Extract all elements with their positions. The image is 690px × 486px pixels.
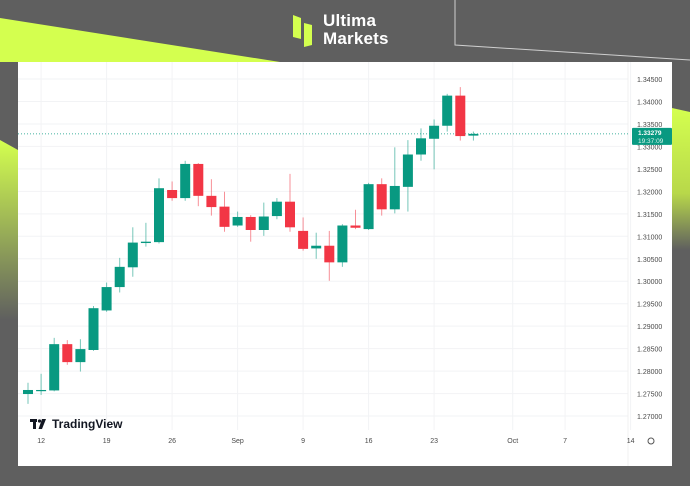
y-tick-label: 1.28500 (637, 347, 662, 354)
y-tick-label: 1.32000 (637, 189, 662, 196)
candle-body (468, 133, 479, 136)
candle-body (416, 138, 426, 155)
candle-body (402, 154, 413, 187)
candle-body (101, 287, 112, 311)
candle-body (429, 125, 440, 139)
candle-body (311, 245, 322, 249)
y-tick-label: 1.30500 (637, 257, 662, 264)
candle-body (114, 266, 125, 288)
candle-body (350, 225, 361, 228)
x-tick-label: 16 (365, 438, 373, 445)
candle-body (363, 184, 374, 230)
bar-countdown: 19:37:09 (638, 138, 664, 145)
y-tick-label: 1.31500 (637, 212, 662, 219)
y-tick-label: 1.32500 (637, 167, 662, 174)
last-price-value: 1.33279 (638, 130, 662, 137)
settings-gear-icon[interactable] (647, 437, 655, 445)
brand-line1: Ultima (323, 11, 377, 30)
candle-body (219, 206, 230, 227)
x-tick-label: 19 (103, 438, 111, 445)
candle-body (337, 225, 348, 263)
candle-body (245, 216, 256, 230)
x-tick-label: 23 (430, 438, 438, 445)
candle-body (140, 241, 151, 244)
y-tick-label: 1.27000 (637, 414, 662, 421)
last-price-badge (632, 127, 672, 145)
candle-body (75, 349, 86, 363)
candle-body (258, 216, 269, 230)
x-tick-label: Oct (507, 438, 518, 445)
tradingview-watermark: TradingView (30, 417, 122, 431)
y-tick-label: 1.34500 (637, 77, 662, 84)
y-tick-label: 1.27500 (637, 392, 662, 399)
x-tick-label: 12 (37, 438, 45, 445)
candle-body (127, 242, 138, 268)
candlestick-chart[interactable]: 1.34500 1.34000 1.33500 1.33000 1.32500 1.320… (18, 62, 672, 466)
candle-body (285, 201, 295, 228)
chart-panel: 1.34500 1.34000 1.33500 1.33000 1.32500 1.320… (18, 62, 672, 466)
candle-body (23, 389, 33, 395)
y-tick-label: 1.34000 (637, 99, 662, 106)
candle-body (232, 216, 243, 226)
ultima-logo-icon (293, 15, 312, 47)
candle-body (298, 230, 309, 249)
candle-body (49, 344, 60, 391)
candle-body (36, 389, 47, 392)
y-tick-label: 1.29000 (637, 324, 662, 331)
candle-body (193, 163, 204, 196)
x-tick-label: Sep (231, 438, 244, 445)
x-tick-label: 7 (563, 438, 567, 445)
y-tick-label: 1.29500 (637, 302, 662, 309)
tradingview-logo-icon (30, 419, 46, 429)
candle-body (62, 344, 73, 363)
y-tick-label: 1.33000 (637, 144, 662, 151)
tradingview-label: TradingView (52, 417, 123, 431)
y-tick-label: 1.28000 (637, 369, 662, 376)
x-tick-label: 14 (627, 438, 635, 445)
candle-body (324, 245, 335, 263)
candle-body (389, 185, 400, 210)
candle-body (455, 95, 466, 137)
candle-body (180, 163, 191, 199)
candle-body (442, 95, 453, 126)
x-tick-label: 9 (301, 438, 305, 445)
brand-line2: Markets (323, 29, 389, 48)
candle-body (271, 201, 282, 217)
candle-body (206, 195, 217, 208)
ultima-markets-logo: Ultima Markets (292, 12, 389, 48)
x-tick-label: 26 (168, 438, 176, 445)
y-tick-label: 1.30000 (637, 279, 662, 286)
candle-body (154, 188, 164, 243)
y-tick-label: 1.31000 (637, 234, 662, 241)
candle-body (167, 190, 178, 199)
candle-body (376, 184, 387, 210)
y-tick-label: 1.33500 (637, 122, 662, 129)
candle-body (88, 308, 99, 350)
